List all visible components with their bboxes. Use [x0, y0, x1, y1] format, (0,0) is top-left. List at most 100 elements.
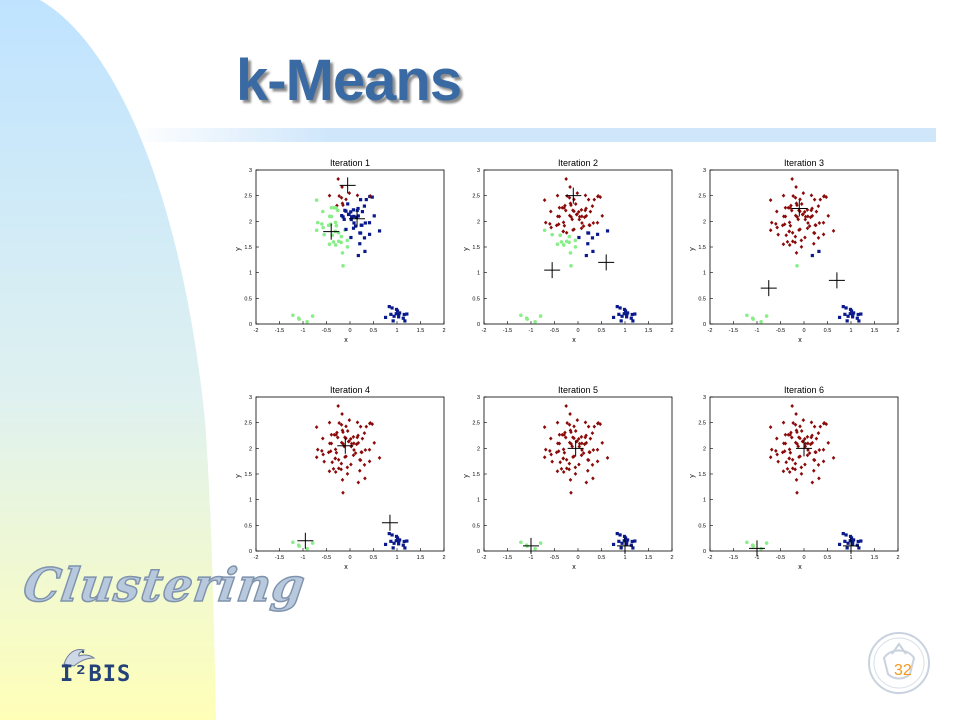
- data-point: [802, 436, 807, 441]
- data-point: [788, 450, 793, 455]
- data-point: [590, 462, 595, 467]
- iteration-plot-4: Iteration 4 -2 -1.5 -1 -0.5 0 0.5 1 1.5 2 0 0.5 1 1.5…: [235, 385, 446, 571]
- y-tick-label: 3: [249, 168, 252, 174]
- data-point: [617, 539, 621, 543]
- data-point: [391, 319, 395, 323]
- data-point: [394, 539, 398, 543]
- data-point: [810, 206, 814, 211]
- data-point: [818, 197, 823, 202]
- data-point: [346, 439, 351, 444]
- data-point: [333, 456, 338, 461]
- x-tick-label: -1: [529, 328, 534, 334]
- x-tick-label: 2: [670, 328, 673, 334]
- x-tick-label: 1.5: [645, 328, 653, 334]
- data-point: [591, 249, 595, 254]
- data-point: [558, 460, 563, 465]
- y-tick-label: 1: [477, 498, 480, 504]
- data-point: [573, 428, 578, 433]
- data-point: [798, 197, 802, 202]
- x-tick-label: 1: [849, 555, 852, 561]
- data-point: [745, 540, 749, 545]
- data-point: [795, 490, 799, 495]
- data-point: [810, 433, 814, 438]
- data-point: [812, 424, 817, 429]
- x-tick-label: -1.5: [503, 555, 512, 561]
- data-point: [798, 424, 802, 429]
- data-point: [580, 214, 584, 219]
- data-point: [334, 450, 339, 455]
- data-point: [563, 208, 568, 213]
- data-point: [550, 459, 554, 464]
- data-point: [542, 425, 547, 430]
- data-point: [297, 544, 301, 548]
- data-point: [841, 304, 845, 309]
- y-tick-label: 0: [477, 549, 480, 555]
- data-point: [561, 469, 566, 474]
- data-point: [845, 546, 849, 550]
- x-tick-label: 1.5: [871, 555, 879, 561]
- data-point: [561, 243, 566, 247]
- data-point: [334, 206, 338, 210]
- data-point: [557, 205, 562, 210]
- y-tick-label: 0.5: [244, 523, 252, 529]
- x-tick-label: 1.5: [417, 555, 425, 561]
- data-point: [363, 447, 368, 452]
- data-point: [584, 440, 589, 445]
- data-point: [626, 538, 630, 542]
- data-point: [768, 455, 773, 460]
- data-point: [595, 220, 600, 225]
- data-point: [403, 319, 407, 323]
- data-point: [397, 542, 401, 546]
- data-point: [542, 455, 547, 460]
- data-point: [805, 453, 810, 458]
- data-point: [364, 424, 369, 429]
- data-point: [811, 468, 816, 473]
- data-point: [851, 542, 855, 546]
- data-point: [549, 452, 553, 457]
- data-point: [769, 447, 774, 452]
- data-point: [745, 313, 749, 318]
- data-point: [799, 428, 804, 433]
- data-point: [591, 447, 596, 452]
- centroid-marker: [749, 540, 765, 557]
- data-point: [790, 404, 794, 409]
- centroid-marker: [796, 440, 812, 457]
- data-point: [818, 424, 823, 429]
- data-point: [321, 225, 325, 230]
- data-point: [801, 191, 806, 196]
- centroid-marker: [598, 254, 615, 271]
- data-point: [333, 447, 338, 452]
- data-point: [584, 480, 589, 485]
- university-seal-icon: [868, 632, 930, 694]
- x-tick-label: 0.5: [598, 328, 606, 334]
- data-point: [390, 533, 394, 537]
- x-axis-label: x: [344, 564, 348, 571]
- data-point: [362, 236, 367, 240]
- data-point: [584, 253, 588, 258]
- data-point: [567, 240, 571, 245]
- data-point: [556, 222, 561, 227]
- plot-title: Iteration 5: [558, 385, 598, 395]
- data-point: [810, 213, 815, 218]
- data-point: [334, 223, 339, 228]
- data-point: [310, 314, 315, 318]
- x-tick-label: -1: [301, 328, 306, 334]
- data-point: [807, 224, 812, 229]
- data-point: [586, 197, 591, 202]
- data-point: [579, 434, 584, 439]
- data-point: [405, 312, 409, 316]
- data-point: [625, 542, 629, 546]
- data-point: [383, 315, 388, 320]
- x-tick-label: 0: [348, 555, 351, 561]
- data-point: [358, 231, 362, 235]
- data-point: [805, 434, 810, 439]
- data-point: [844, 306, 848, 310]
- data-point: [340, 201, 345, 206]
- data-point: [359, 198, 363, 202]
- data-point: [821, 459, 826, 464]
- data-point: [590, 236, 595, 240]
- y-tick-label: 1: [249, 498, 252, 504]
- data-point: [837, 542, 842, 547]
- data-point: [806, 441, 810, 446]
- data-point: [367, 221, 372, 225]
